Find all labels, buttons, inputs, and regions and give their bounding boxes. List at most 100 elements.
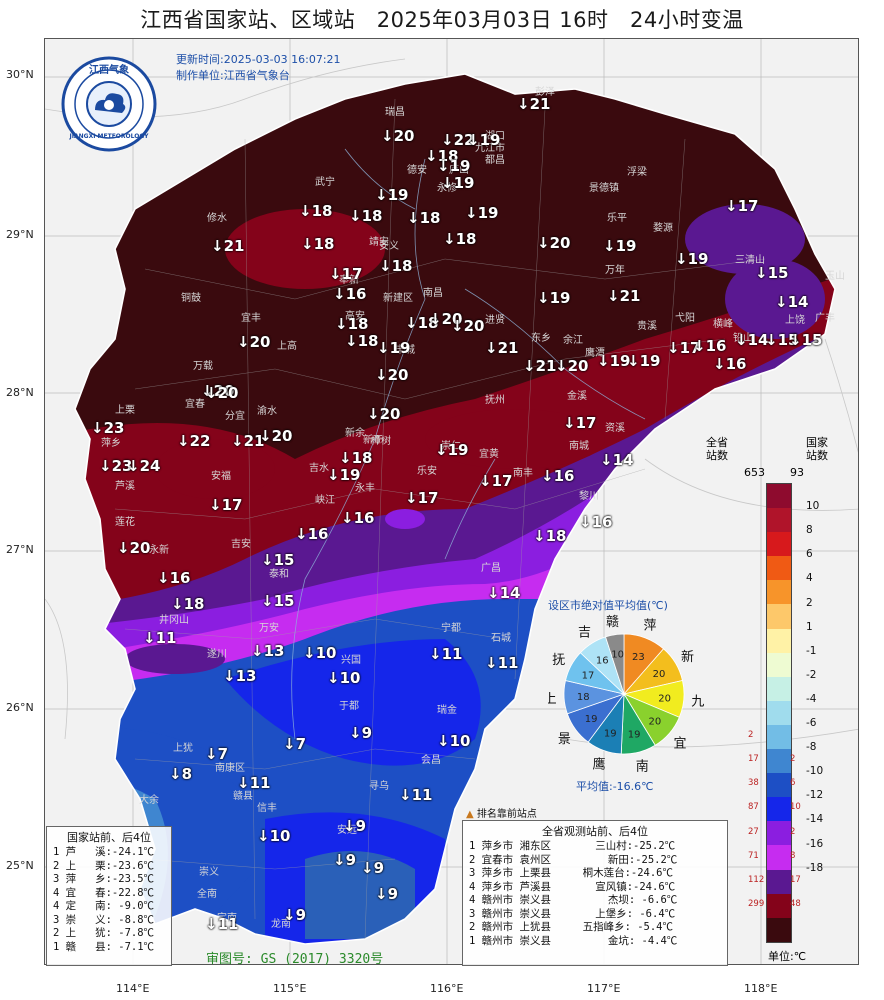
- station-value: ↓7: [283, 735, 307, 753]
- city-name: 分宜: [225, 411, 245, 422]
- colorbar-right-count: 2: [790, 754, 796, 765]
- station-value: ↓17: [725, 197, 759, 215]
- colorbar-left-count: 299: [748, 898, 765, 909]
- city-name: 东乡: [531, 333, 551, 344]
- station-value: ↓18: [425, 147, 459, 165]
- ranking-row: 3 崇 义: -8.8℃: [53, 913, 155, 926]
- station-value: ↓11: [205, 915, 239, 933]
- lon-label-118: 118°E: [744, 982, 778, 995]
- city-name: 庐山: [449, 165, 469, 176]
- city-name: 广昌: [481, 563, 501, 574]
- pie-city-label: 鹰: [593, 757, 606, 772]
- pie-value-label: 18: [577, 692, 590, 703]
- city-name: 永丰: [355, 483, 375, 494]
- city-name: 宜黄: [479, 449, 499, 460]
- city-name: 玉山: [825, 271, 845, 282]
- pie-city-label: 抚: [552, 653, 565, 668]
- lat-label-30: 30°N: [6, 68, 34, 81]
- city-name: 靖安: [369, 237, 389, 248]
- city-name: 定南: [217, 913, 237, 924]
- city-name: 峡江: [315, 495, 335, 506]
- city-name: 鹰潭: [585, 348, 605, 359]
- city-name: 渝水: [257, 406, 277, 417]
- station-value: ↓20: [205, 384, 239, 402]
- station-value: ↓11: [399, 786, 433, 804]
- city-name: 兴国: [341, 655, 361, 666]
- city-name: 永新: [149, 545, 169, 556]
- colorbar-segment: [767, 749, 791, 774]
- colorbar-right-count: 8: [790, 850, 796, 861]
- station-value: ↓17: [209, 496, 243, 514]
- station-value: ↓18: [349, 207, 383, 225]
- triangle-icon: ▲: [466, 809, 474, 820]
- all-station-ranking: 全省观测站前、后4位 1 萍乡市 湘东区 三山村:-25.2℃ 2 宜春市 袁州区…: [462, 820, 728, 966]
- station-value: ↓20: [451, 317, 485, 335]
- city-name: 崇仁: [441, 441, 461, 452]
- colorbar-segment: [767, 652, 791, 677]
- colorbar-tick: -10: [806, 765, 824, 778]
- colorbar-tick: 10: [806, 500, 820, 513]
- city-name: 景德镇: [589, 183, 619, 194]
- colorbar-left-count: 112: [748, 874, 765, 885]
- station-value: ↓16: [333, 285, 367, 303]
- ranking-row: 4 定 南: -9.0℃: [53, 900, 155, 912]
- lat-label-26: 26°N: [6, 701, 34, 714]
- station-value: ↓21: [211, 237, 245, 255]
- colorbar-segment: [767, 724, 791, 750]
- station-value: ↓14: [600, 451, 634, 469]
- ranking-row: 2 赣州市 上犹县 五指峰乡: -5.4℃: [469, 921, 674, 933]
- city-name: 莲花: [115, 517, 135, 528]
- city-name: 上高: [277, 341, 297, 352]
- colorbar-tick: -18: [806, 861, 824, 874]
- city-name: 铜鼓: [181, 293, 201, 304]
- station-value: ↓22: [177, 432, 211, 450]
- station-value: ↓18: [171, 595, 205, 613]
- lon-label-116: 116°E: [430, 982, 464, 995]
- city-name: 弋阳: [675, 313, 695, 324]
- colorbar-segment: [767, 676, 791, 701]
- station-value: ↓10: [303, 644, 337, 662]
- city-name: 吉安: [231, 539, 251, 550]
- ranking-row: 1 萍乡市 湘东区 三山村:-25.2℃: [469, 840, 676, 852]
- city-name: 萍乡: [101, 438, 121, 449]
- map-frame: 彭泽 瑞昌 九江市 庐山 湖口 都昌 德安 浮梁 景德镇 武宁 修水 永修 安义 乐平 万年 婺源 靖安 奉新 新建…: [44, 38, 859, 965]
- review-number: 审图号: GS (2017) 3320号: [206, 952, 384, 967]
- colorbar-left-header: 全省 站数: [706, 436, 728, 462]
- colorbar-tick: -1: [806, 644, 817, 657]
- city-name: 广丰: [815, 313, 835, 324]
- ranking-row: 4 萍乡市 芦溪县 宣风镇:-24.6℃: [469, 880, 676, 893]
- pie-value-label: 20: [649, 717, 662, 728]
- city-name: 安义: [379, 241, 399, 252]
- station-value: ↓14: [775, 293, 809, 311]
- station-value: ↓17: [563, 414, 597, 432]
- city-name: 新干: [363, 435, 383, 446]
- station-value: ↓19: [377, 339, 411, 357]
- station-value: ↓15: [755, 264, 789, 282]
- city-name: 高安: [345, 311, 365, 322]
- logo-top-text: 江西气象: [89, 65, 129, 76]
- all-ranking-rows: 1 萍乡市 湘东区 三山村:-25.2℃ 2 宜春市 袁州区 新田:-25.2℃ 3…: [463, 840, 727, 948]
- colorbar-left-count: 27: [748, 826, 759, 837]
- city-name: 武宁: [315, 177, 335, 188]
- city-name: 全南: [197, 889, 217, 900]
- station-value: ↓20: [537, 234, 571, 252]
- city-name: 资溪: [605, 423, 625, 434]
- colorbar-right-total: 93: [790, 466, 804, 479]
- city-name: 南昌: [423, 288, 443, 299]
- city-name: 乐平: [607, 213, 627, 224]
- map-canvas: [45, 39, 858, 964]
- station-value: ↓19: [627, 352, 661, 370]
- city-name: 湖口: [485, 131, 505, 142]
- station-value: ↓16: [579, 513, 613, 531]
- station-value: ↓19: [597, 352, 631, 370]
- city-name: 金溪: [567, 391, 587, 402]
- city-name: 三清山: [735, 255, 765, 266]
- station-value: ↓19: [441, 174, 475, 192]
- pie-value-label: 23: [632, 652, 645, 663]
- city-name: 抚州: [485, 395, 505, 406]
- city-name: 瑞金: [437, 705, 457, 716]
- city-name: 宜丰: [241, 313, 261, 324]
- national-ranking-title: 国家站前、后4位: [67, 831, 151, 844]
- station-value: ↓20: [117, 539, 151, 557]
- pie-slice: [605, 633, 625, 695]
